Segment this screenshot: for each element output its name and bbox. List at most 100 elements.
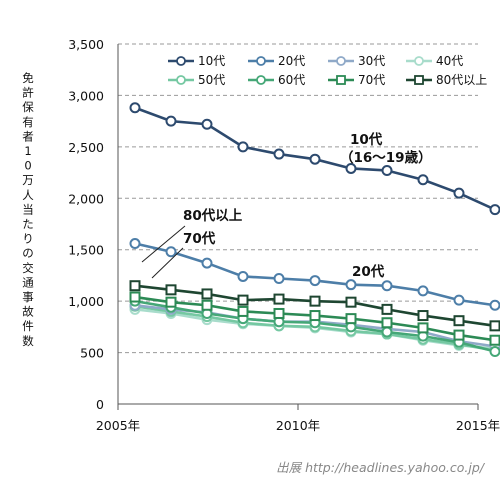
data-point (273, 273, 285, 285)
data-point (309, 310, 321, 322)
data-point (453, 329, 465, 341)
y-tick-label: 3,000 (68, 88, 104, 103)
data-point (381, 326, 393, 338)
x-tick-label: 2010年 (276, 418, 320, 433)
y-axis-label-text: 免許保有者 1 0 万人当たりの交通事故件数 (22, 71, 34, 348)
legend-marker (176, 75, 186, 85)
annotations: 10代（16～19歳） 20代 80代以上 70代 (141, 131, 432, 280)
data-point (453, 315, 465, 327)
x-tick-label: 2015年 (456, 418, 500, 433)
legend-label: 50代 (198, 73, 225, 87)
data-point (165, 296, 177, 308)
legend-item-10代: 10代 (168, 54, 225, 68)
legend-marker (336, 56, 346, 66)
data-point (237, 270, 249, 282)
x-tick-labels: 2005年 2010年 2015年 (96, 418, 500, 433)
data-point (273, 307, 285, 319)
axes (117, 44, 479, 410)
data-point (381, 303, 393, 315)
annotation-leader (151, 247, 184, 279)
annotation-leader (141, 225, 186, 263)
series-70代 (129, 291, 500, 346)
data-point (237, 294, 249, 306)
legend-item-80代以上: 80代以上 (406, 73, 487, 87)
legend-item-70代: 70代 (328, 73, 385, 87)
legend-item-50代: 50代 (168, 73, 225, 87)
gridlines (118, 43, 478, 354)
data-point (165, 284, 177, 296)
legend-label: 40代 (436, 54, 463, 68)
data-point (345, 296, 357, 308)
legend-item-20代: 20代 (248, 54, 305, 68)
source-credit: 出展 http://headlines.yahoo.co.jp/ (276, 460, 486, 475)
data-point (417, 174, 429, 186)
series-80代以上 (129, 280, 500, 332)
data-point (453, 187, 465, 199)
y-tick-label: 500 (80, 346, 104, 361)
data-point (489, 346, 500, 358)
data-point (345, 313, 357, 325)
data-point (237, 305, 249, 317)
annotation-label: 20代 (352, 263, 385, 280)
data-point (129, 291, 141, 303)
data-point (453, 294, 465, 306)
data-point (381, 165, 393, 177)
y-tick-label: 2,000 (68, 191, 104, 206)
legend-label: 70代 (358, 73, 385, 87)
y-tick-label: 3,500 (68, 37, 104, 52)
legend-label: 60代 (278, 73, 305, 87)
data-point (129, 102, 141, 114)
data-point (309, 275, 321, 287)
x-tick-label: 2005年 (96, 418, 140, 433)
data-point (489, 334, 500, 346)
data-point (165, 115, 177, 127)
data-point (489, 204, 500, 216)
y-tick-label: 1,500 (68, 243, 104, 258)
annotation-label: 10代 (350, 131, 383, 148)
data-point (165, 246, 177, 258)
data-point (201, 299, 213, 311)
data-point (129, 238, 141, 250)
data-point (309, 153, 321, 165)
data-point (201, 118, 213, 130)
data-point (201, 257, 213, 269)
y-tick-label: 0 (96, 397, 104, 412)
annotation-label: 70代 (183, 230, 216, 247)
data-point (381, 317, 393, 329)
data-point (345, 162, 357, 174)
series-10代 (129, 102, 500, 216)
data-point (489, 299, 500, 311)
data-point (273, 148, 285, 160)
legend-marker (176, 56, 186, 66)
data-point (381, 280, 393, 292)
y-tick-label: 2,500 (68, 140, 104, 155)
legend-item-30代: 30代 (328, 54, 385, 68)
legend-marker (414, 75, 424, 85)
data-point (309, 295, 321, 307)
y-tick-labels: 0 500 1,000 1,500 2,000 2,500 3,000 3,500 (68, 37, 104, 412)
data-point (417, 310, 429, 322)
legend: 10代 20代 30代 40代 50代 60代 70代 80代以上 (168, 54, 487, 87)
legend-label: 30代 (358, 54, 385, 68)
legend-marker (414, 56, 424, 66)
data-point (129, 280, 141, 292)
legend-marker (256, 75, 266, 85)
y-tick-label: 1,000 (68, 294, 104, 309)
annotation-label: 80代以上 (183, 207, 243, 224)
data-point (417, 285, 429, 297)
legend-marker (256, 56, 266, 66)
data-point (237, 141, 249, 153)
data-point (201, 288, 213, 300)
series-lines (129, 102, 500, 358)
data-point (345, 279, 357, 291)
data-point (417, 322, 429, 334)
legend-label: 10代 (198, 54, 225, 68)
legend-item-40代: 40代 (406, 54, 463, 68)
legend-label: 20代 (278, 54, 305, 68)
legend-marker (336, 75, 346, 85)
annotation-label: （16～19歳） (340, 149, 432, 166)
legend-label: 80代以上 (436, 73, 487, 87)
y-axis-label: 免許保有者 1 0 万人当たりの交通事故件数 (22, 71, 34, 348)
